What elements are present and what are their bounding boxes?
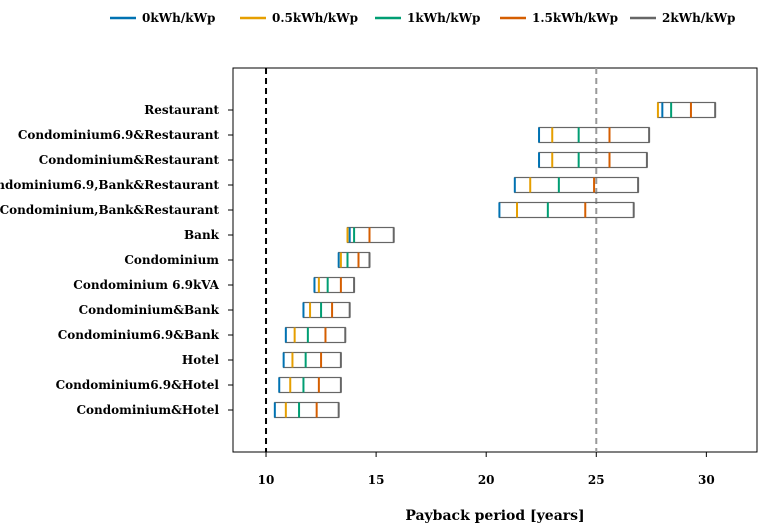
range-box	[538, 151, 648, 169]
category-label: Condominium&Hotel	[76, 403, 219, 417]
category-label: Condominium6.9&Restaurant	[18, 128, 220, 142]
reference-lines	[265, 68, 598, 452]
category-labels: Restaurant Condominium6.9&Restaurant Condo…	[0, 103, 233, 417]
range-box	[498, 201, 635, 219]
category-label: Condominium	[124, 253, 219, 267]
legend-label: 1kWh/kWp	[407, 11, 480, 25]
category-label: Hotel	[182, 353, 220, 367]
range-box	[514, 176, 639, 194]
category-label: Condominium6.9&Hotel	[56, 378, 220, 392]
category-label: Condominium6.9&Bank	[58, 328, 220, 342]
x-tick-label: 10	[258, 473, 275, 487]
x-axis-title: Payback period [years]	[405, 508, 584, 524]
category-label: Condominium6.9,Bank&Restaurant	[0, 178, 219, 192]
category-label: Condominium&Bank	[79, 303, 220, 317]
legend-label: 0.5kWh/kWp	[272, 11, 358, 25]
legend-label: 0kWh/kWp	[142, 11, 215, 25]
x-tick-label: 25	[588, 473, 605, 487]
legend: 0kWh/kWp 0.5kWh/kWp 1kWh/kWp 1.5kWh/kWp 2kWh…	[110, 11, 735, 25]
plot-frame	[232, 67, 758, 453]
range-box	[538, 126, 650, 144]
x-tick-label: 15	[368, 473, 385, 487]
category-label: Restaurant	[144, 103, 219, 117]
category-label: Condominium 6.9kVA	[73, 278, 219, 292]
range-box	[338, 251, 371, 269]
range-box	[313, 276, 355, 294]
x-axis: 10 15 20 25 30	[258, 452, 715, 487]
legend-label: 2kWh/kWp	[662, 11, 735, 25]
range-bars	[273, 101, 717, 419]
category-label: Condominium&Restaurant	[39, 153, 220, 167]
range-box	[274, 401, 340, 419]
legend-label: 1.5kWh/kWp	[532, 11, 618, 25]
x-tick-label: 20	[478, 473, 495, 487]
category-label: Bank	[184, 228, 220, 242]
category-label: Condominium,Bank&Restaurant	[0, 203, 219, 217]
range-box	[278, 376, 342, 394]
range-box	[657, 101, 716, 119]
x-tick-label: 30	[698, 473, 715, 487]
